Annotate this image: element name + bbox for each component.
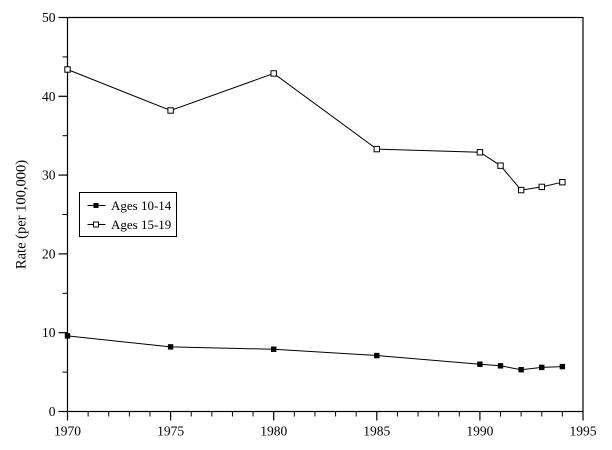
y-axis-tick-label: 40: [42, 89, 56, 104]
y-axis-tick-label: 50: [42, 10, 56, 25]
x-axis-tick-label: 1985: [363, 424, 390, 439]
y-axis-tick-label: 20: [42, 246, 56, 261]
legend-label: Ages 10-14: [111, 197, 172, 213]
y-axis-tick-label: 0: [49, 404, 56, 419]
x-axis-tick-label: 1980: [260, 424, 287, 439]
legend-open-square-marker-icon: [87, 221, 106, 228]
data-point-ages-10-14: [64, 333, 71, 339]
data-point-ages-10-14: [539, 364, 545, 371]
data-point-ages-10-14: [477, 361, 483, 367]
data-point-ages-15-19: [517, 186, 525, 194]
data-point-ages-15-19: [497, 162, 504, 169]
legend: Ages 10-14 Ages 15-19: [79, 192, 177, 237]
legend-item: Ages 10-14: [87, 196, 176, 215]
y-axis-tick-label: 10: [42, 325, 56, 340]
data-point-ages-15-19: [167, 107, 174, 114]
x-axis-tick-label: 1995: [570, 424, 597, 439]
y-axis-title: Rate (per 100,000): [13, 159, 30, 270]
data-point-ages-15-19: [559, 178, 566, 186]
legend-filled-square-marker-icon: [87, 203, 106, 208]
data-point-ages-15-19: [538, 183, 545, 191]
y-axis-tick-label: 30: [42, 168, 56, 183]
data-point-ages-10-14: [559, 363, 566, 370]
data-point-ages-10-14: [271, 346, 277, 352]
x-axis-tick-label: 1990: [466, 424, 493, 439]
data-point-ages-10-14: [497, 363, 504, 369]
x-axis-tick-label: 1975: [157, 424, 184, 439]
data-point-ages-10-14: [518, 367, 524, 373]
legend-label: Ages 15-19: [111, 216, 172, 232]
data-point-ages-15-19: [476, 149, 484, 156]
data-point-ages-15-19: [64, 66, 71, 73]
data-point-ages-10-14: [167, 344, 174, 350]
data-point-ages-10-14: [374, 352, 380, 359]
data-point-ages-15-19: [373, 145, 381, 153]
data-point-ages-15-19: [270, 70, 277, 77]
series-line-ages-15-19: [67, 69, 563, 191]
legend-item: Ages 15-19: [87, 215, 176, 234]
x-axis-tick-label: 1970: [54, 424, 81, 439]
series-line-ages-10-14: [67, 335, 563, 371]
